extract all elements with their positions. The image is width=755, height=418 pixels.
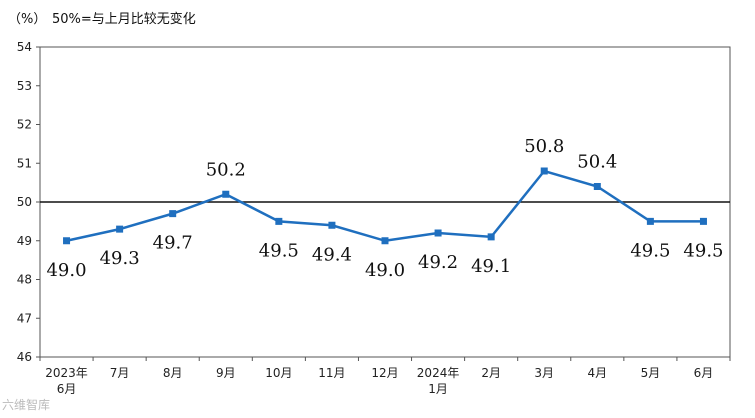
data-label: 50.4 [577,152,617,173]
x-tick-label: 2月 [481,366,501,380]
data-point [434,229,442,237]
x-tick-label: 3月 [534,366,554,380]
x-tick-label: 11月 [318,366,345,380]
y-tick-label: 50 [17,195,32,209]
y-tick-label: 52 [17,118,32,132]
x-tick-label: 9月 [216,366,236,380]
data-point [116,225,124,233]
x-tick-label: 12月 [371,366,398,380]
data-label: 49.3 [100,248,140,269]
x-tick-label: 5月 [641,366,661,380]
data-label: 50.2 [206,159,246,180]
data-point [328,221,336,229]
y-tick-label: 48 [17,273,32,287]
x-tick-label: 4月 [587,366,607,380]
data-point [275,217,283,225]
data-label: 50.8 [524,136,564,157]
y-tick-label: 51 [17,156,32,170]
x-tick-label: 1月 [428,382,448,396]
data-label: 49.7 [153,233,193,254]
chart-note: 50%=与上月比较无变化 [52,12,196,27]
data-label: 49.1 [471,256,511,277]
data-label: 49.5 [259,240,299,261]
x-tick-label: 6月 [57,382,77,396]
data-label: 49.4 [312,244,352,265]
series-line [66,169,704,243]
data-point [487,233,495,241]
data-label: 49.0 [46,260,86,281]
data-point [381,237,389,245]
watermark: 六维智库 [2,398,51,412]
x-tick-label: 2023年 [45,366,88,380]
y-tick-label: 46 [17,350,32,364]
data-point [699,217,707,225]
x-tick-label: 7月 [110,366,130,380]
data-label: 49.2 [418,252,458,273]
data-point [593,183,601,190]
x-tick-label: 10月 [265,366,292,380]
data-label: 49.5 [683,240,723,261]
y-unit-label: （%） [8,12,47,27]
y-tick-label: 49 [17,234,32,248]
x-tick-label: 6月 [694,366,714,380]
y-tick-label: 54 [17,40,32,54]
data-point [222,190,230,198]
x-tick-label: 2024年 [417,366,460,380]
data-point [169,210,177,218]
x-tick-label: 8月 [163,366,183,380]
data-label: 49.5 [630,240,670,261]
data-point [540,167,548,175]
data-point [63,237,71,245]
y-tick-label: 53 [17,79,32,93]
y-tick-label: 47 [17,311,32,325]
data-label: 49.0 [365,260,405,281]
data-point [646,217,654,225]
